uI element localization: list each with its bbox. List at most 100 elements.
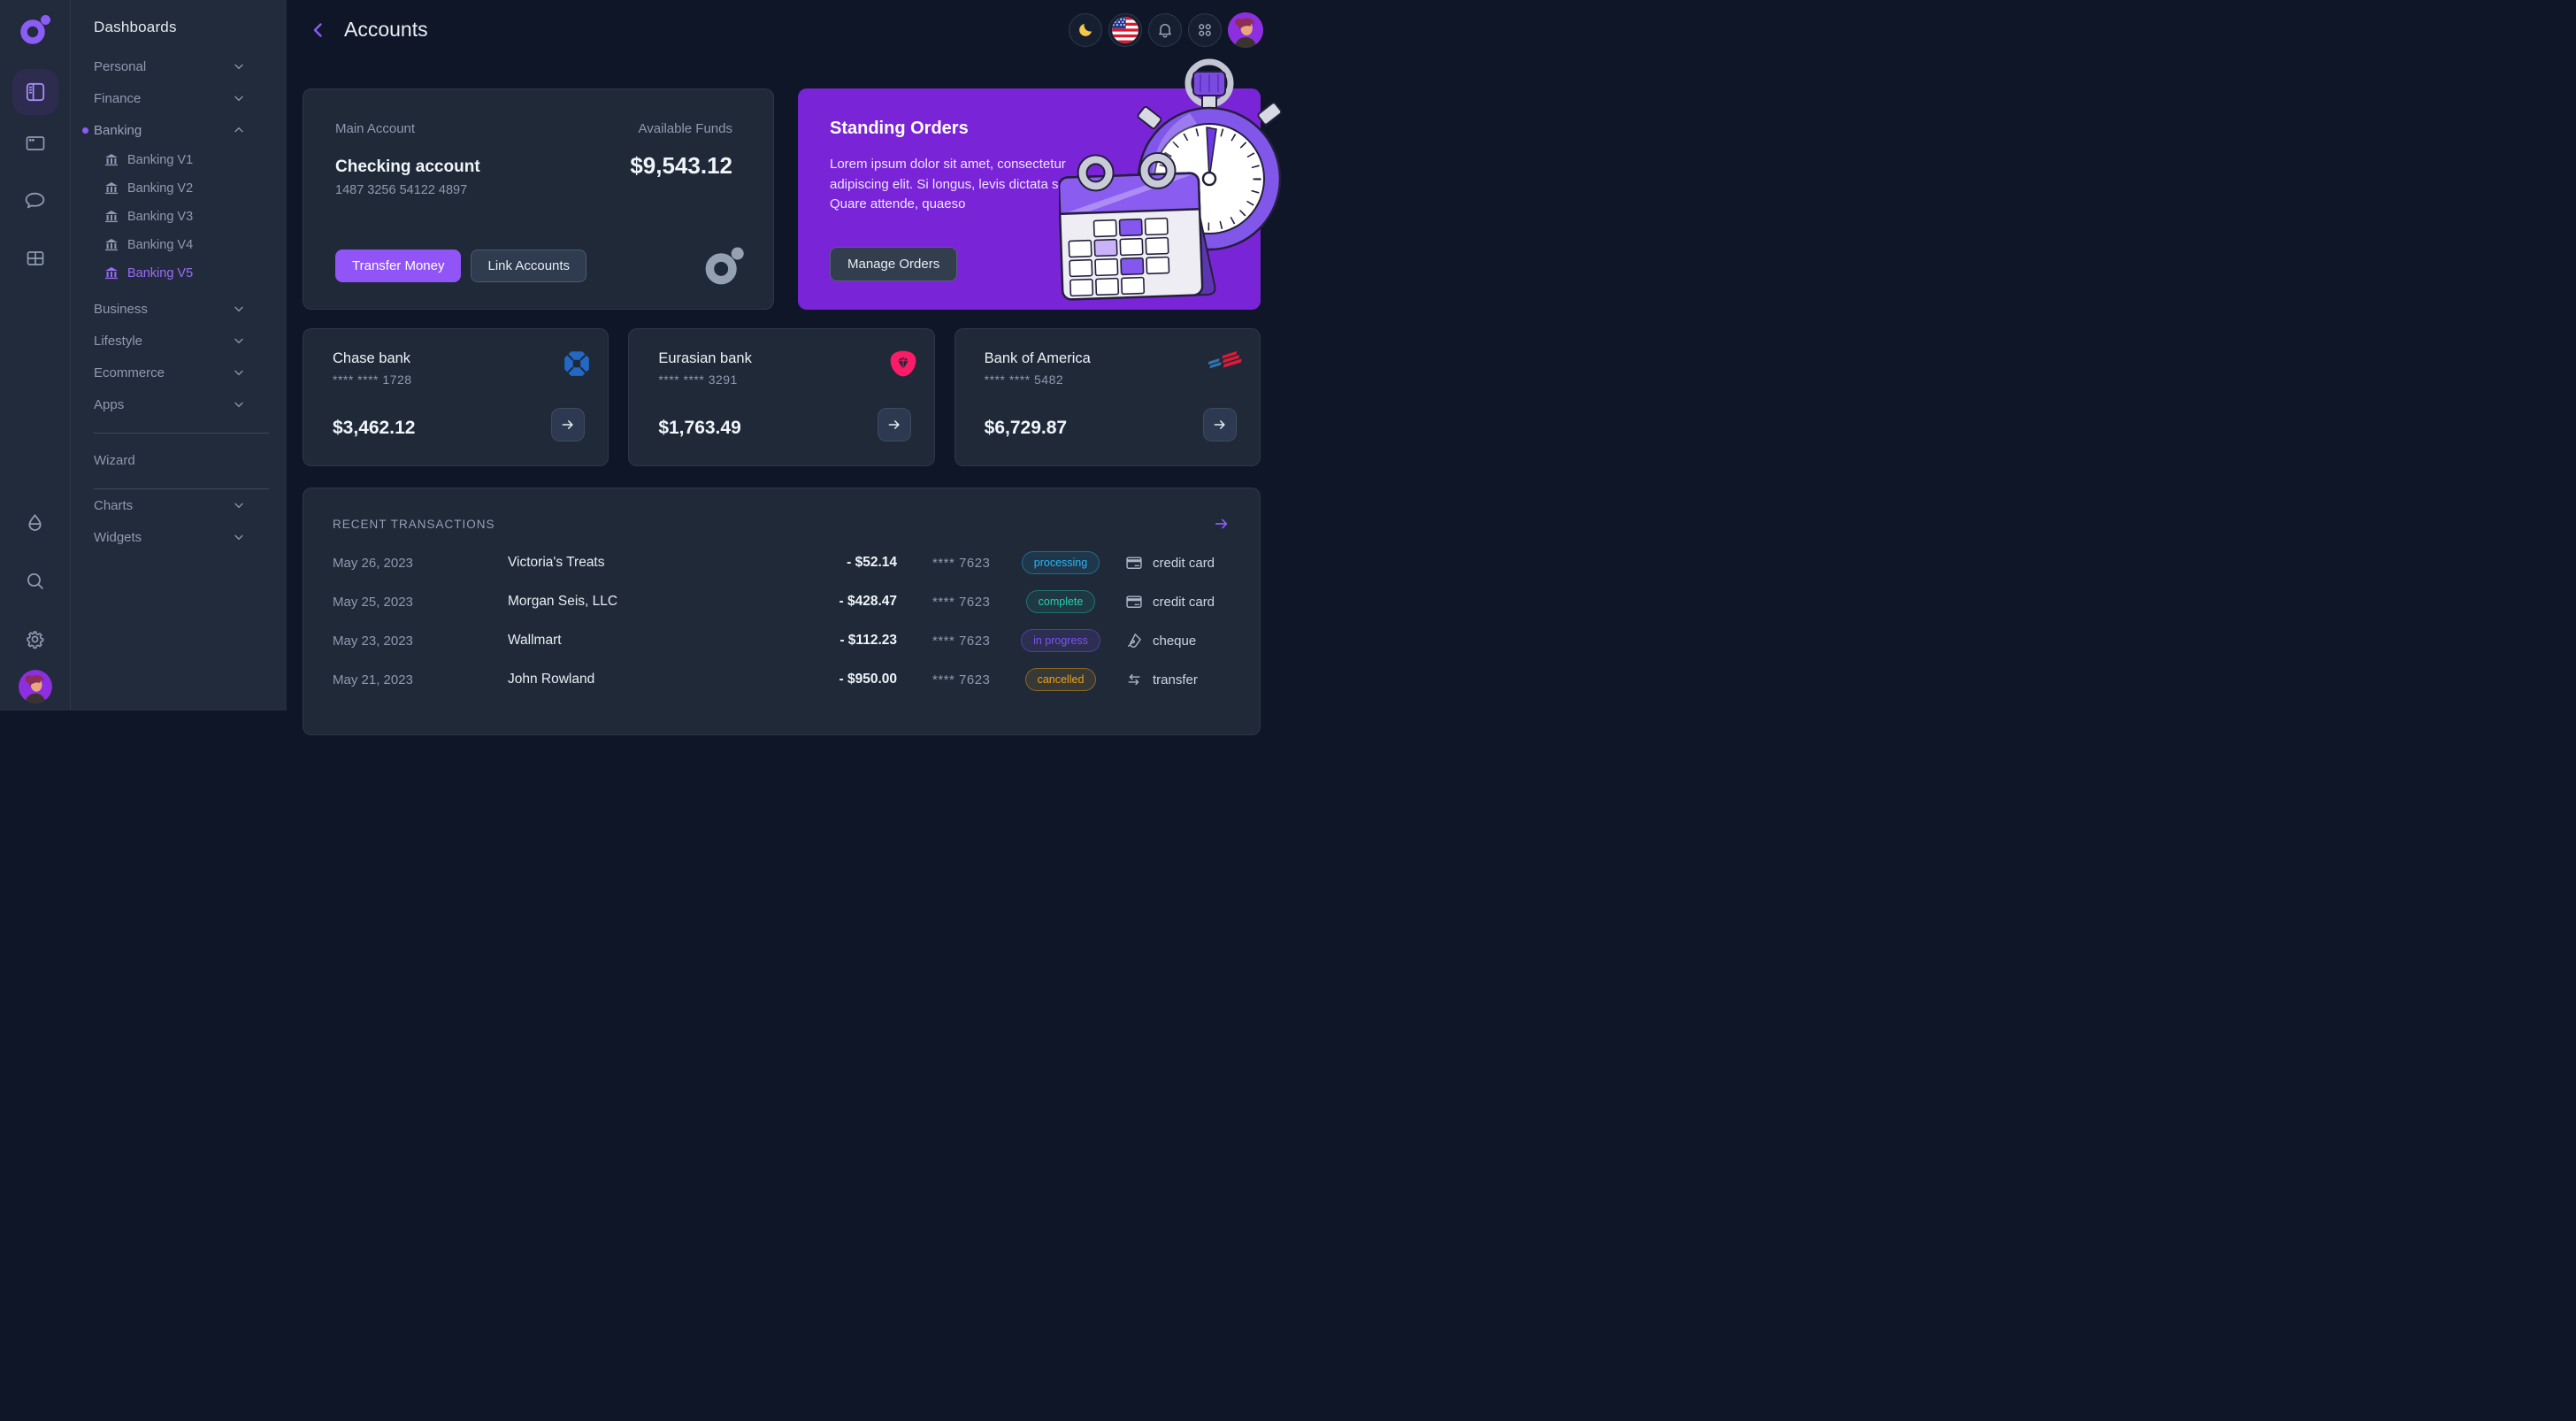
rail-item-chat[interactable]: [24, 189, 46, 211]
bank-balance: $6,729.87: [984, 418, 1068, 438]
transaction-row[interactable]: May 26, 2023 Victoria's Treats - $52.14 …: [333, 543, 1230, 582]
transaction-type: transfer: [1125, 671, 1198, 688]
transaction-date: May 21, 2023: [333, 672, 413, 687]
rail-item-search[interactable]: [24, 570, 46, 592]
search-icon: [27, 573, 43, 589]
sidebar-item-wizard[interactable]: Wizard: [94, 452, 135, 468]
sidebar-item-business[interactable]: Business: [94, 293, 287, 325]
transaction-payee: Victoria's Treats: [508, 555, 605, 570]
standing-orders-title: Standing Orders: [830, 119, 969, 138]
transaction-amount: - $52.14: [847, 555, 897, 570]
rail-item-theme[interactable]: [24, 512, 46, 534]
open-account-button[interactable]: [877, 408, 911, 442]
status-badge: cancelled: [1024, 668, 1097, 691]
sidebar-layout-icon: [26, 82, 44, 102]
sidebar-item-apps[interactable]: Apps: [94, 388, 287, 420]
available-funds-amount: $9,543.12: [630, 152, 732, 179]
transaction-row[interactable]: May 25, 2023 Morgan Seis, LLC - $428.47 …: [333, 582, 1230, 621]
rail-item-settings[interactable]: [24, 628, 46, 650]
sidebar-item-personal[interactable]: Personal: [94, 50, 287, 82]
bank-name: Chase bank: [333, 350, 411, 366]
chevron-down-icon: [232, 365, 246, 380]
transaction-card-number: **** 7623: [932, 594, 991, 610]
transactions-title: RECENT TRANSACTIONS: [333, 517, 495, 531]
bank-name: Bank of America: [984, 350, 1091, 366]
sidebar-item-charts[interactable]: Charts: [94, 489, 287, 521]
arrow-right-icon: [562, 420, 573, 429]
transaction-amount: - $950.00: [839, 672, 898, 687]
chevron-down-icon: [232, 498, 246, 512]
main-account-label: Main Account: [335, 121, 416, 136]
account-number: 1487 3256 54122 4897: [335, 183, 468, 197]
transaction-payee: John Rowland: [508, 672, 595, 687]
sidebar-divider: [94, 488, 269, 489]
language-button[interactable]: [1108, 12, 1142, 47]
us-flag-icon: [1112, 16, 1138, 43]
status-badge: complete: [1025, 590, 1096, 613]
transaction-row[interactable]: May 23, 2023 Wallmart - $112.23 **** 762…: [333, 621, 1230, 660]
page-title: Accounts: [344, 18, 428, 41]
rail-item-tables[interactable]: [25, 248, 46, 269]
active-dot: [82, 127, 88, 134]
sidebar-item-widgets[interactable]: Widgets: [94, 521, 287, 553]
theme-toggle-button[interactable]: [1069, 12, 1102, 47]
recent-transactions-card: RECENT TRANSACTIONS May 26, 2023 Victori…: [303, 488, 1261, 735]
bell-icon: [1159, 23, 1171, 37]
brand-logo[interactable]: [19, 13, 51, 45]
transfer-money-button[interactable]: Transfer Money: [335, 250, 462, 282]
standing-orders-card: Standing Orders Lorem ipsum dolor sit am…: [798, 58, 1282, 310]
rail-item-dashboards-active[interactable]: [12, 69, 58, 115]
transaction-card-number: **** 7623: [932, 633, 991, 649]
sidebar: Dashboards Personal Finance Banking: [71, 0, 287, 710]
sidebar-item-ecommerce[interactable]: Ecommerce: [94, 357, 287, 388]
main-account-card: Main Account Checking account 1487 3256 …: [303, 88, 774, 310]
transaction-type: cheque: [1125, 632, 1196, 649]
manage-orders-button[interactable]: Manage Orders: [830, 247, 958, 281]
transaction-amount: - $112.23: [840, 633, 897, 648]
open-account-button[interactable]: [551, 408, 586, 442]
view-all-transactions-button[interactable]: [1213, 515, 1230, 533]
back-button[interactable]: [303, 15, 334, 45]
sidebar-item-lifestyle[interactable]: Lifestyle: [94, 325, 287, 357]
chevron-down-icon: [232, 91, 246, 105]
sidebar-item-banking-v1[interactable]: Banking V1: [94, 146, 287, 174]
rail-user-avatar[interactable]: [18, 670, 52, 703]
sidebar-item-banking-v3[interactable]: Banking V3: [94, 203, 287, 231]
link-accounts-button[interactable]: Link Accounts: [471, 250, 587, 282]
chevron-down-icon: [232, 397, 246, 411]
chat-bubble-icon: [25, 192, 45, 209]
bank-masked-number: **** **** 1728: [333, 373, 412, 387]
status-badge: processing: [1021, 551, 1100, 574]
sidebar-item-finance[interactable]: Finance: [94, 82, 287, 114]
user-avatar[interactable]: [1228, 12, 1263, 48]
notifications-button[interactable]: [1148, 12, 1182, 47]
banking-submenu: Banking V1 Banking V2 Banking V3 Banking…: [94, 146, 287, 288]
chevron-down-icon: [232, 334, 246, 348]
credit-card-icon: [1126, 557, 1142, 569]
transaction-type: credit card: [1125, 593, 1215, 611]
bank-card-bofa: Bank of America **** **** 5482 $6,729.87: [954, 328, 1261, 466]
app: Dashboards Personal Finance Banking: [0, 0, 1288, 735]
rail-item-windows[interactable]: [25, 133, 46, 154]
sidebar-item-banking[interactable]: Banking: [82, 114, 287, 146]
bank-card-chase: Chase bank **** **** 1728 $3,462.12: [303, 328, 610, 466]
arrow-right-icon: [1215, 518, 1228, 529]
sidebar-title: Dashboards: [94, 19, 177, 35]
open-account-button[interactable]: [1202, 408, 1237, 442]
transaction-date: May 23, 2023: [333, 633, 413, 649]
sidebar-item-banking-v4[interactable]: Banking V4: [94, 231, 287, 259]
transaction-card-number: **** 7623: [932, 555, 991, 571]
bank-masked-number: **** **** 3291: [658, 373, 738, 387]
account-name: Checking account: [335, 157, 480, 176]
bank-icon: [105, 239, 118, 251]
icon-rail: [0, 0, 71, 710]
sidebar-item-banking-v5-active[interactable]: Banking V5: [94, 259, 287, 288]
eurasian-logo-icon: [888, 349, 918, 379]
brand-logo-icon: [19, 15, 50, 44]
pen-nib-icon: [1128, 634, 1141, 648]
apps-menu-button[interactable]: [1188, 12, 1222, 47]
window-icon: [26, 136, 44, 150]
bank-balance: $1,763.49: [658, 418, 741, 438]
sidebar-item-banking-v2[interactable]: Banking V2: [94, 174, 287, 203]
transaction-row[interactable]: May 21, 2023 John Rowland - $950.00 ****…: [333, 660, 1230, 699]
